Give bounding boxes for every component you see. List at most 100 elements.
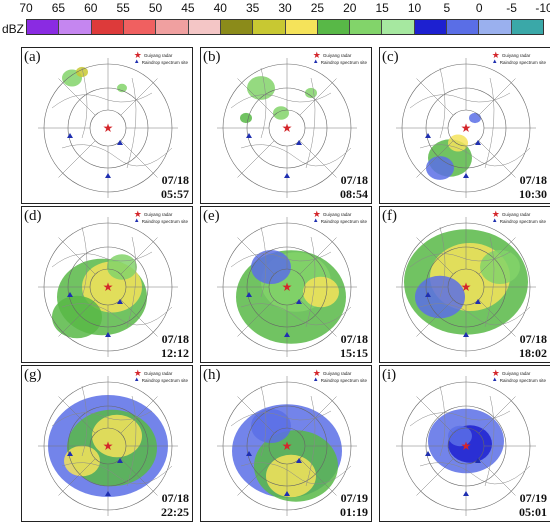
radar-echo (52, 295, 102, 339)
panel-time: 01:19 (340, 505, 368, 519)
map-legend: ★ Guiyang radar ▲ Raindrop spectrum site (312, 51, 367, 66)
colorbar-segment (447, 20, 480, 34)
map-legend: ★ Guiyang radar ▲ Raindrop spectrum site (313, 369, 367, 384)
radar-star-icon: ★ (133, 368, 142, 378)
panel-label: (g) (24, 367, 42, 383)
raindrop-site-icon (246, 292, 252, 297)
radial-line (58, 458, 96, 496)
county-border (230, 385, 352, 487)
legend-site: Raindrop spectrum site (141, 378, 188, 383)
colorbar-unit: dBZ (2, 22, 25, 36)
colorbar-tick: -5 (506, 1, 517, 15)
colorbar-tick: 15 (375, 1, 389, 15)
raindrop-site-icon (246, 451, 252, 456)
colorbar-segment (91, 20, 124, 34)
colorbar-tick: 35 (245, 1, 260, 15)
map-legend: ★ Guiyang radar ▲ Raindrop spectrum site (133, 368, 188, 384)
colorbar-segment (479, 20, 512, 34)
radial-line (237, 396, 275, 434)
legend-radar: Guiyang radar (501, 212, 531, 217)
radial-line (120, 237, 158, 275)
raindrop-site-icon (67, 292, 73, 297)
raindrop-site-icon (284, 491, 290, 496)
colorbar-tick: 20 (343, 1, 357, 15)
radar-echo (266, 454, 316, 498)
raindrop-site-icon (296, 299, 302, 304)
panel-label: (i) (382, 367, 397, 383)
radar-panel: ★ ★ Guiyang radar ▲ Raindrop spectrum site (e… (200, 206, 372, 363)
radar-panel-grid: ★ ★ Guiyang radar ▲ Raindrop spectrum site (a… (20, 44, 550, 522)
legend-site: Raindrop spectrum site (141, 219, 188, 224)
radial-line (58, 140, 96, 178)
panel-label: (f) (382, 208, 397, 224)
raindrop-site-icon (463, 173, 469, 178)
radar-echo (251, 409, 291, 443)
colorbar-segment (27, 20, 60, 34)
radar-star-icon: ★ (491, 50, 500, 60)
radial-line (237, 78, 275, 116)
radial-line (58, 396, 96, 434)
raindrop-site-icon (105, 332, 111, 337)
legend-site: Raindrop spectrum site (499, 60, 546, 65)
radial-line (478, 78, 516, 116)
colorbar-segment (414, 20, 448, 34)
colorbar-segment (220, 20, 254, 34)
radar-star-icon: ★ (282, 121, 293, 135)
radial-line (237, 237, 275, 275)
colorbar-tick: 30 (278, 1, 292, 15)
radar-echo-map: ★ (38, 217, 178, 357)
panel-label: (a) (24, 49, 41, 65)
legend-site: Raindrop spectrum site (320, 378, 367, 383)
raindrop-site-icon (296, 140, 302, 145)
panel-time: 10:30 (519, 187, 547, 201)
colorbar-segment (350, 20, 383, 34)
panel-time: 12:12 (161, 346, 189, 360)
panel-date: 07/18 (519, 332, 547, 346)
colorbar-tick: 25 (310, 1, 325, 15)
colorbar-segment (285, 20, 318, 34)
legend-site: Raindrop spectrum site (320, 60, 367, 65)
radar-star-icon: ★ (461, 121, 472, 135)
colorbar-segment (317, 20, 351, 34)
radial-line (478, 140, 516, 178)
radial-line (120, 396, 158, 434)
radar-star-icon: ★ (312, 209, 321, 219)
raindrop-site-icon (284, 173, 290, 178)
panel-time: 08:54 (340, 187, 368, 201)
map-legend: ★ Guiyang radar ▲ Raindrop spectrum site (491, 50, 546, 66)
radar-echo (303, 276, 339, 308)
raindrop-site-icon (463, 332, 469, 337)
radar-echo-map: ★ (38, 376, 178, 516)
map-legend: ★ Guiyang radar ▲ Raindrop spectrum site (134, 210, 188, 225)
county-border (230, 67, 352, 169)
colorbar-tick: 45 (181, 1, 195, 15)
radial-line (58, 299, 96, 337)
radial-line (478, 458, 516, 496)
panel-date: 07/18 (161, 173, 189, 187)
raindrop-site-icon: ▲ (312, 59, 319, 65)
map-legend: ★ Guiyang radar ▲ Raindrop spectrum site (312, 209, 367, 225)
colorbar-strip (26, 19, 544, 35)
legend-radar: Guiyang radar (501, 371, 531, 376)
colorbar-tick: 10 (407, 1, 422, 15)
radar-echo-map: ★ (217, 58, 357, 198)
legend-site: Raindrop spectrum site (499, 219, 546, 224)
county-border (409, 226, 531, 328)
radar-panel: ★ ★ Guiyang radar ▲ Raindrop spectrum site (h… (200, 365, 372, 522)
radial-line (416, 299, 454, 337)
radial-line (120, 299, 158, 337)
panel-date: 07/18 (340, 332, 368, 346)
radial-line (416, 458, 454, 496)
raindrop-site-icon (105, 491, 111, 496)
county-border (409, 385, 531, 487)
radial-line (58, 78, 96, 116)
raindrop-site-icon (475, 458, 481, 463)
radial-line (299, 396, 337, 434)
raindrop-site-icon: ▲ (491, 59, 498, 65)
radar-star-icon: ★ (103, 439, 114, 453)
radial-line (416, 237, 454, 275)
radar-echo-map: ★ (396, 217, 536, 357)
radar-panel: ★ ★ Guiyang radar ▲ Raindrop spectrum site (a… (21, 47, 193, 204)
raindrop-site-icon (425, 133, 431, 138)
panel-date: 07/18 (161, 491, 189, 505)
